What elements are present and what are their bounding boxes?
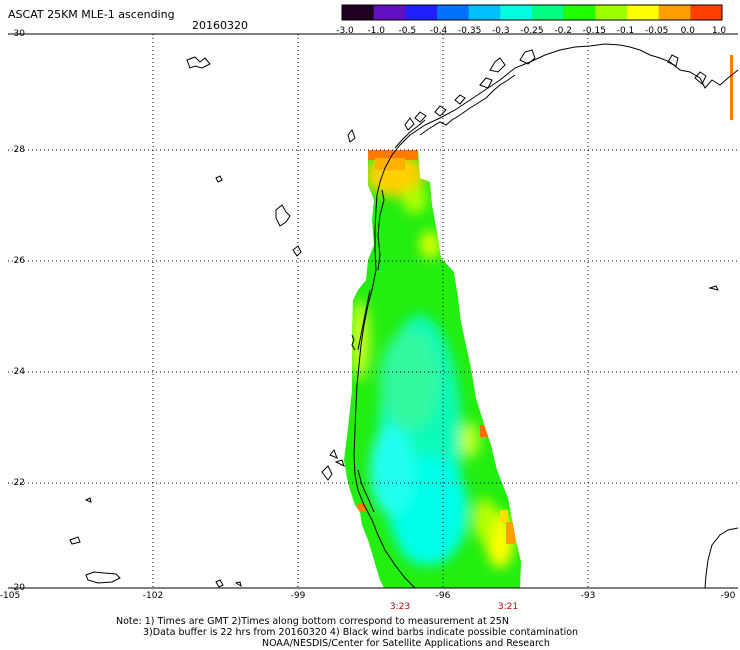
map-title: ASCAT 25KM MLE-1 ascending	[8, 8, 175, 21]
colorbar	[341, 4, 723, 21]
footer-note-1: Note: 1) Times are GMT 2)Times along bot…	[116, 616, 509, 627]
colorbar-swatch	[658, 5, 691, 20]
colorbar-label: -0.35	[458, 26, 482, 36]
inland-features	[69, 56, 719, 588]
time-label: 3:21	[497, 602, 519, 612]
wind-swath	[344, 150, 521, 588]
colorbar-label: -0.15	[582, 26, 606, 36]
colorbar-swatch	[437, 5, 470, 20]
colorbar-label: -1.0	[367, 26, 385, 36]
footer-note-3: NOAA/NESDIS/Center for Satellite Applica…	[262, 638, 550, 649]
colorbar-label: -0.1	[616, 26, 635, 36]
colorbar-swatch	[500, 5, 533, 20]
lon-label-99: -99	[290, 591, 306, 601]
lat-label-20: 20	[13, 583, 25, 593]
colorbar-label: -0.4	[429, 26, 448, 36]
edge-swath	[730, 55, 733, 120]
colorbar-swatch	[373, 5, 406, 20]
colorbar-swatch	[532, 5, 565, 20]
lon-label-102: -102	[142, 591, 164, 601]
colorbar-swatch	[563, 5, 596, 20]
colorbar-swatch	[690, 5, 723, 20]
footer-note-2: 3)Data buffer is 22 hrs from 20160320 4)…	[143, 627, 579, 638]
lat-label-22: 22	[13, 478, 25, 488]
colorbar-label: -0.3	[492, 26, 510, 36]
lat-label-26: 26	[13, 256, 25, 266]
colorbar-label: -0.25	[520, 26, 544, 36]
colorbar-swatch	[627, 5, 660, 20]
colorbar-swatch	[595, 5, 628, 20]
lon-label-96: -96	[435, 591, 451, 601]
colorbar-swatch	[468, 5, 501, 20]
lon-label-105: -105	[0, 591, 21, 601]
time-label: 3:23	[389, 602, 411, 612]
colorbar-label: -3.0	[336, 26, 354, 36]
colorbar-border	[341, 4, 723, 21]
lat-label-30: 30	[13, 29, 25, 39]
lat-label-28: 28	[13, 145, 25, 155]
colorbar-swatch	[405, 5, 438, 20]
colorbar-label: 1.0	[711, 26, 727, 36]
colorbar-label: -0.5	[398, 26, 417, 36]
lat-label-24: 24	[13, 367, 25, 377]
colorbar-swatch	[342, 5, 375, 20]
lon-label-93: -93	[580, 591, 596, 601]
map-date: 20160320	[192, 19, 248, 32]
colorbar-label: -0.05	[645, 26, 669, 36]
colorbar-label: -0.2	[554, 26, 572, 36]
coastline	[347, 43, 739, 589]
grid-lines	[8, 34, 738, 588]
lon-label-90: -90	[720, 591, 736, 601]
colorbar-label: 0.0	[680, 26, 695, 36]
